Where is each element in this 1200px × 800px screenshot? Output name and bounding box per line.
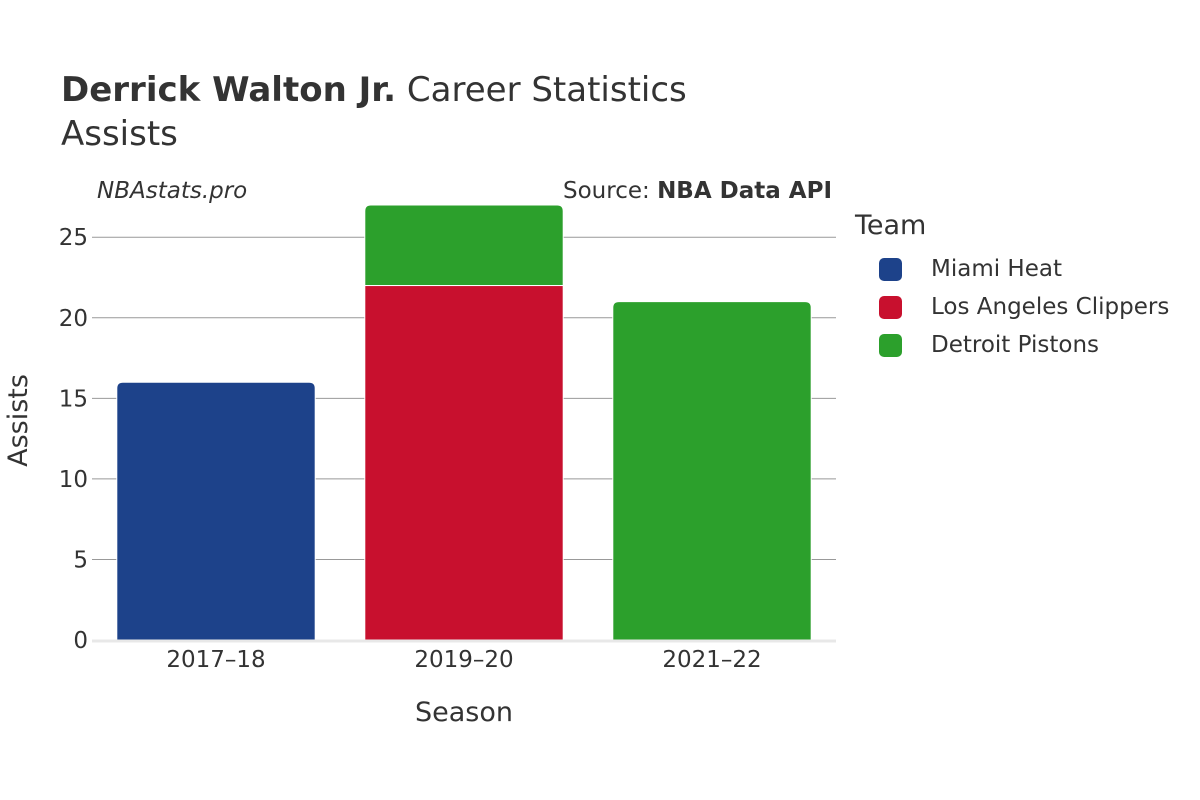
- legend-item-miami-heat[interactable]: Miami Heat: [879, 250, 1169, 288]
- legend-swatch: [879, 333, 902, 357]
- watermark: NBAstats.pro: [97, 178, 248, 204]
- x-axis-title: Season: [415, 697, 513, 728]
- legend-item-los-angeles-clippers[interactable]: Los Angeles Clippers: [879, 288, 1169, 326]
- x-tick-label: 2017–18: [166, 647, 265, 673]
- y-tick-label: 5: [73, 547, 88, 573]
- legend: Miami Heat Los Angeles Clippers Detroit Pi…: [879, 250, 1169, 364]
- legend-swatch: [879, 257, 902, 281]
- bar-los-angeles-clippers-2019–20: [364, 285, 564, 641]
- y-tick-label: 0: [73, 628, 88, 654]
- source-name: NBA Data API: [657, 178, 832, 204]
- legend-swatch: [879, 295, 902, 319]
- player-name: Derrick Walton Jr.: [61, 70, 397, 110]
- source-prefix: Source:: [563, 178, 658, 204]
- bar-detroit-pistons-2021–22: [612, 301, 812, 641]
- source-credit: Source: NBA Data API: [563, 178, 832, 204]
- legend-label: Los Angeles Clippers: [931, 294, 1170, 320]
- bar-miami-heat-2017–18: [116, 381, 316, 641]
- legend-label: Detroit Pistons: [931, 332, 1100, 358]
- y-tick-label: 10: [59, 467, 88, 493]
- y-tick-label: 15: [59, 386, 88, 412]
- legend-title: Team: [855, 210, 927, 241]
- y-axis-title: Assists: [3, 374, 34, 467]
- chart-title: Derrick Walton Jr. Career Statistics: [61, 68, 687, 112]
- bar-detroit-pistons-2019–20: [364, 204, 564, 287]
- x-tick-label: 2019–20: [414, 647, 513, 673]
- legend-label: Miami Heat: [931, 256, 1062, 282]
- x-tick-label: 2021–22: [662, 647, 761, 673]
- y-tick-label: 25: [59, 225, 88, 251]
- legend-item-detroit-pistons[interactable]: Detroit Pistons: [879, 326, 1169, 364]
- title-rest: Career Statistics: [406, 70, 687, 110]
- chart-subtitle: Assists: [61, 114, 178, 154]
- y-tick-label: 20: [59, 306, 88, 332]
